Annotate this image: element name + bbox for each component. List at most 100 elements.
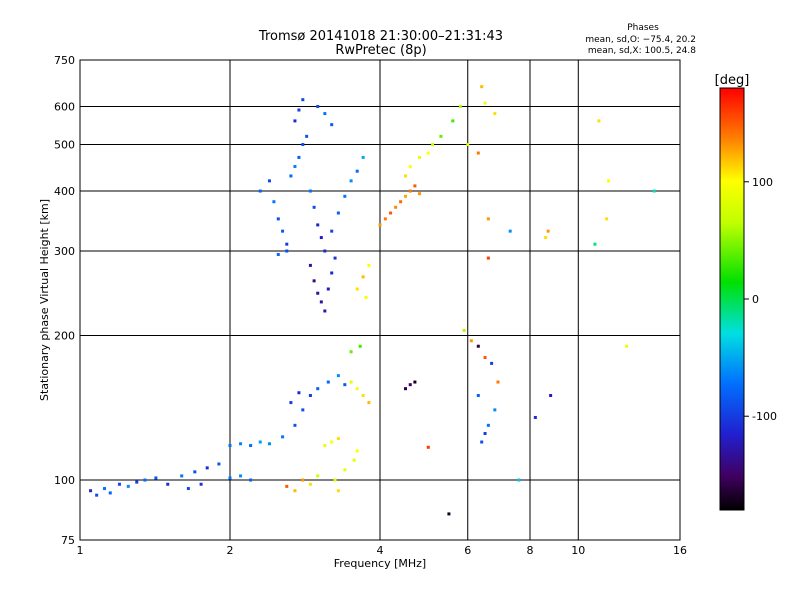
data-point (343, 194, 347, 198)
data-point (312, 205, 316, 209)
data-point (349, 380, 353, 384)
phase-stats-x: mean, sd,X: 100.5, 24.8 (588, 46, 696, 56)
x-axis-label: Frequency [MHz] (334, 557, 426, 570)
data-point (301, 98, 305, 102)
data-point (228, 476, 232, 480)
data-point (143, 478, 147, 482)
data-point (285, 249, 289, 253)
data-point (439, 134, 443, 138)
data-point (186, 487, 190, 491)
chart-subtitle: RwPretec (8p) (335, 43, 426, 58)
data-point (126, 484, 130, 488)
data-point (394, 205, 398, 209)
data-point (544, 236, 548, 240)
data-point (426, 445, 430, 449)
data-point (383, 217, 387, 221)
data-point (293, 423, 297, 427)
data-point (358, 344, 362, 348)
data-point (323, 249, 327, 253)
data-point (403, 387, 407, 391)
data-point (308, 189, 312, 193)
data-point (451, 119, 455, 123)
data-point (431, 143, 435, 147)
y-tick-label: 600 (54, 101, 75, 114)
data-point (486, 217, 490, 221)
data-point (239, 474, 243, 478)
colorbar-ticks: -100 0 100 (744, 176, 777, 423)
data-point (258, 440, 262, 444)
data-point (297, 108, 301, 112)
colorbar-label: [deg] (715, 73, 750, 88)
data-point (355, 287, 359, 291)
data-point (239, 442, 243, 446)
x-tick-label: 4 (377, 544, 384, 557)
data-point (249, 444, 253, 448)
data-point (276, 217, 280, 221)
y-tick-label: 300 (54, 245, 75, 258)
data-point (330, 440, 334, 444)
data-point (480, 440, 484, 444)
data-point (117, 482, 121, 486)
data-point (308, 394, 312, 398)
data-point (349, 179, 353, 183)
data-point (336, 437, 340, 441)
colorbar (719, 87, 745, 511)
x-tick-label: 2 (227, 544, 234, 557)
data-point (483, 355, 487, 359)
data-point (458, 105, 462, 109)
x-tick-label: 8 (527, 544, 534, 557)
data-point (330, 271, 334, 275)
data-point (316, 105, 320, 109)
data-point (403, 194, 407, 198)
data-point (343, 383, 347, 387)
x-tick-label: 1 (77, 544, 84, 557)
data-point (323, 309, 327, 313)
data-point (330, 229, 334, 233)
data-point (301, 408, 305, 412)
data-point (483, 101, 487, 105)
data-point (305, 134, 309, 138)
data-point (355, 387, 359, 391)
data-point (308, 263, 312, 267)
y-tick-label: 750 (54, 54, 75, 67)
data-point (281, 435, 285, 439)
data-point (336, 211, 340, 215)
data-point (607, 179, 611, 183)
data-point (301, 143, 305, 147)
data-point (297, 391, 301, 395)
data-point (293, 164, 297, 168)
data-point (267, 179, 271, 183)
data-point (89, 489, 93, 493)
data-point (593, 242, 597, 246)
data-point (301, 478, 305, 482)
data-point (486, 256, 490, 260)
data-point (285, 242, 289, 246)
data-point (417, 192, 421, 196)
data-point (496, 380, 500, 384)
data-point (508, 229, 512, 233)
data-point (352, 458, 356, 462)
data-point (326, 380, 330, 384)
data-point (312, 279, 316, 283)
data-point (308, 482, 312, 486)
colorbar-tick-label: 100 (752, 176, 773, 189)
data-point (166, 482, 170, 486)
data-point (355, 169, 359, 173)
y-tick-label: 400 (54, 185, 75, 198)
data-point (389, 211, 393, 215)
data-point (293, 489, 297, 493)
data-point (490, 361, 494, 365)
data-point (95, 493, 99, 497)
data-point (316, 223, 320, 227)
y-tick-label: 75 (61, 534, 75, 547)
data-point (408, 383, 412, 387)
data-point (597, 119, 601, 123)
data-point (297, 155, 301, 159)
data-point (333, 478, 337, 482)
data-point (323, 444, 327, 448)
grid-lines (80, 60, 680, 540)
data-point (293, 119, 297, 123)
data-point (652, 189, 656, 193)
chart-title: Tromsø 20141018 21:30:00–21:31:43 (258, 29, 503, 44)
data-point (605, 217, 609, 221)
